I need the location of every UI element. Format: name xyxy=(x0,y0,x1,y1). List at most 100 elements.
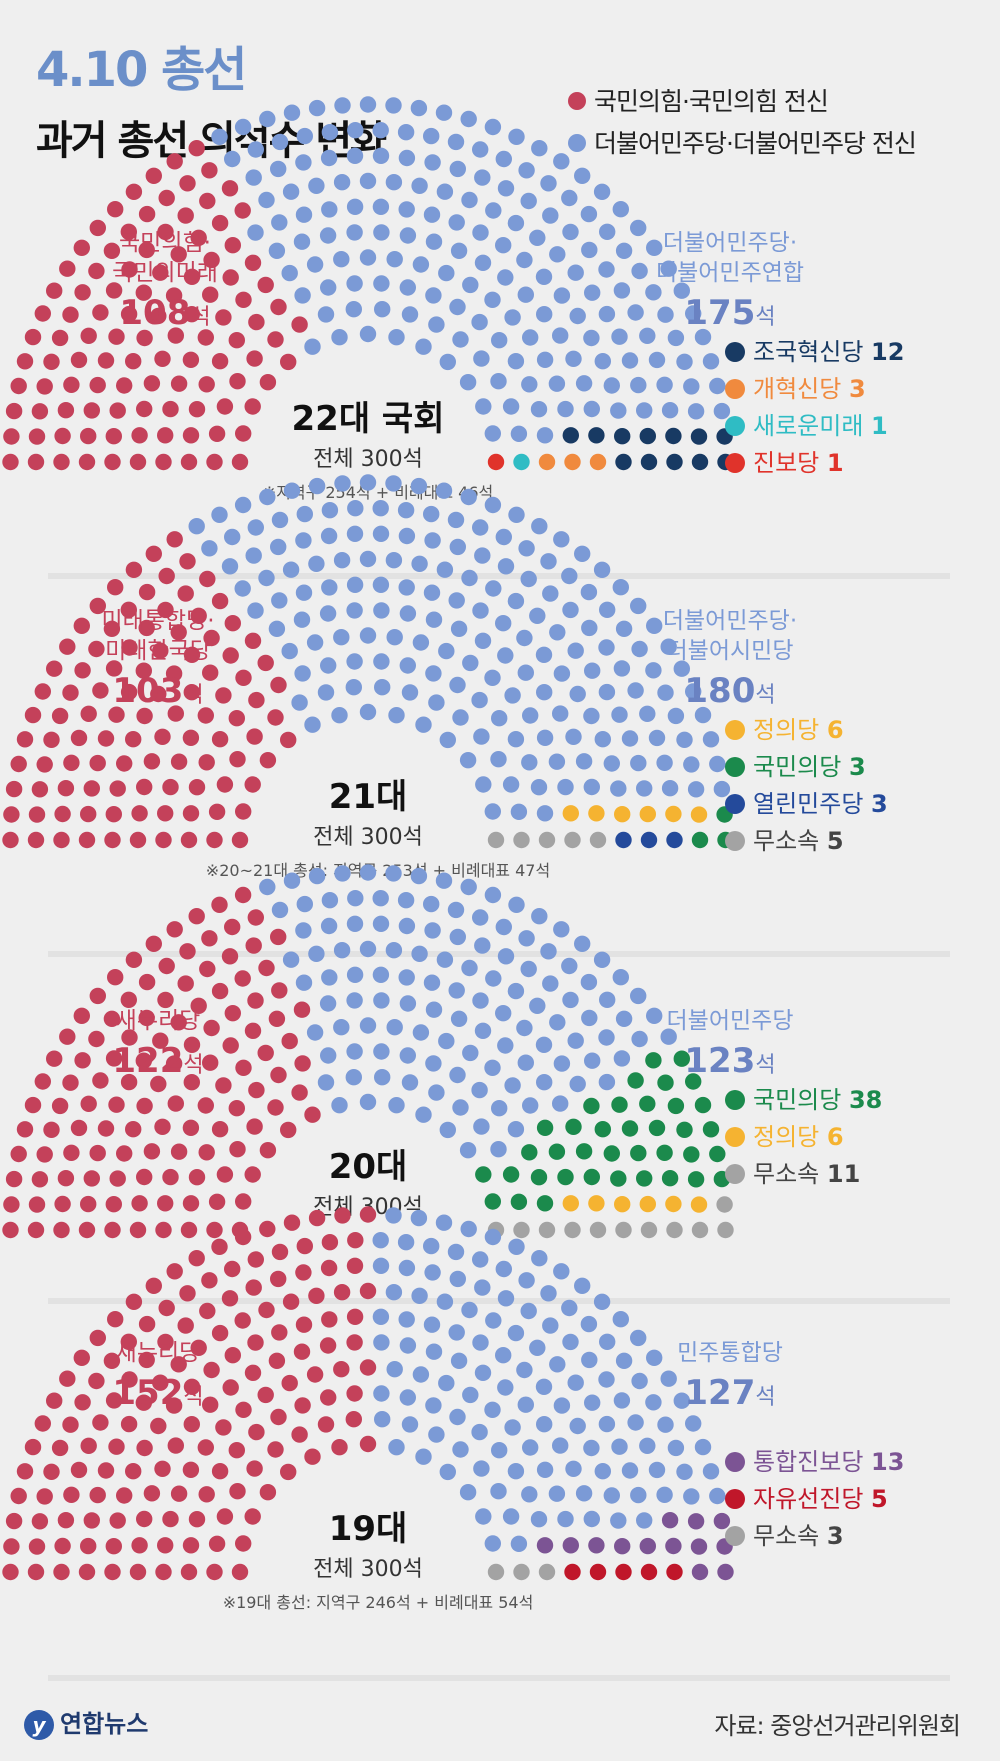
seat-dot xyxy=(630,987,647,1005)
seat-dot xyxy=(201,930,218,947)
seat-dot xyxy=(10,377,27,395)
seat-dot xyxy=(248,1423,265,1441)
seat-dot xyxy=(234,1312,251,1329)
seat-dot xyxy=(54,805,71,823)
seat-dot xyxy=(648,1461,666,1479)
seat-dot xyxy=(411,1287,428,1304)
seat-dot xyxy=(295,154,312,171)
seat-dot xyxy=(121,639,138,656)
seat-dot xyxy=(612,201,629,218)
seat-dot xyxy=(490,1483,507,1500)
seat-dot xyxy=(258,959,275,977)
seat-dot xyxy=(2,831,19,849)
seat-dot xyxy=(507,592,525,610)
seat-dot xyxy=(215,309,232,326)
seat-dot xyxy=(268,1010,286,1027)
seat-dot xyxy=(136,1097,153,1115)
seat-dot xyxy=(271,511,289,529)
seat-dot xyxy=(475,776,492,793)
seat-dot xyxy=(448,592,465,609)
seat-dot xyxy=(621,1120,639,1137)
seat-dot xyxy=(216,776,234,793)
seat-dot xyxy=(116,377,133,394)
seat-dot xyxy=(136,1439,153,1457)
seat-dot xyxy=(690,1538,708,1555)
seat-dot xyxy=(105,1538,123,1555)
seat-dot xyxy=(583,707,600,725)
seat-dot xyxy=(581,619,598,637)
left-party-seats: 152석 xyxy=(112,1373,203,1413)
seat-dot xyxy=(690,428,708,445)
seat-dot xyxy=(673,660,690,677)
seat-dot xyxy=(188,908,205,925)
seat-dot xyxy=(155,831,172,849)
seat-dot xyxy=(460,878,477,896)
seat-dot xyxy=(43,1463,60,1480)
seat-dot xyxy=(411,177,428,194)
party-seats: 6 xyxy=(827,716,844,744)
seat-dot xyxy=(513,453,530,471)
seat-dot xyxy=(598,1073,616,1091)
seat-dot xyxy=(702,731,720,748)
seat-dot xyxy=(399,657,416,674)
seat-dot xyxy=(522,1439,539,1456)
party-seats: 1 xyxy=(871,412,888,440)
seat-dot xyxy=(657,1416,674,1433)
seat-dot xyxy=(517,1054,534,1071)
seat-dot xyxy=(188,1511,206,1528)
seat-dot xyxy=(685,305,702,322)
seat-dot xyxy=(283,872,301,889)
seat-dot xyxy=(581,241,598,259)
seat-dot xyxy=(109,780,126,797)
seat-dot xyxy=(372,147,390,164)
seat-dot xyxy=(258,1301,275,1319)
seat-count: 127 xyxy=(684,1373,755,1413)
seat-dot xyxy=(268,620,286,637)
seat-dot xyxy=(639,1537,656,1555)
seat-dot xyxy=(646,617,663,634)
seat-dot xyxy=(639,327,656,344)
others-legend-dot xyxy=(725,342,745,362)
seat-dot xyxy=(612,969,629,986)
seat-dot xyxy=(80,327,97,344)
seat-dot xyxy=(452,1099,469,1116)
seat-dot xyxy=(295,974,313,991)
seat-dot xyxy=(472,224,489,241)
seat-dot xyxy=(603,755,620,772)
seat-dot xyxy=(580,1315,598,1333)
seat-dot xyxy=(16,1121,34,1138)
party-seats: 38 xyxy=(849,1086,882,1114)
seat-dot xyxy=(485,970,502,987)
seat-dot xyxy=(581,1351,598,1369)
seat-dot xyxy=(104,453,121,471)
seat-dot xyxy=(170,1356,187,1373)
seat-dot xyxy=(162,778,179,796)
seat-dot xyxy=(615,242,633,259)
seat-dot xyxy=(319,227,337,244)
seat-dot xyxy=(346,1308,364,1325)
seat-dot xyxy=(321,892,339,909)
seat-dot xyxy=(495,528,512,546)
seat-dot xyxy=(398,527,416,545)
seat-dot xyxy=(182,729,200,746)
seat-dot xyxy=(472,909,489,926)
seat-dot xyxy=(423,206,441,223)
seat-dot xyxy=(63,1486,80,1503)
seat-dot xyxy=(197,1097,214,1114)
seat-dot xyxy=(542,1317,559,1334)
seat-dot xyxy=(694,706,712,724)
seat-dot xyxy=(412,1366,430,1383)
seat-dot xyxy=(347,500,364,517)
seat-dot xyxy=(613,282,631,299)
seat-dot xyxy=(228,1100,245,1117)
seat-dot xyxy=(167,1437,184,1454)
seat-dot xyxy=(259,374,277,391)
seat-dot xyxy=(487,831,505,849)
seat-dot xyxy=(57,1170,75,1187)
seat-dot xyxy=(345,1411,362,1428)
seat-dot xyxy=(448,982,465,999)
seat-dot xyxy=(660,638,677,655)
seat-dot xyxy=(513,831,530,849)
seat-dot xyxy=(31,781,49,798)
seat-dot xyxy=(561,957,578,975)
